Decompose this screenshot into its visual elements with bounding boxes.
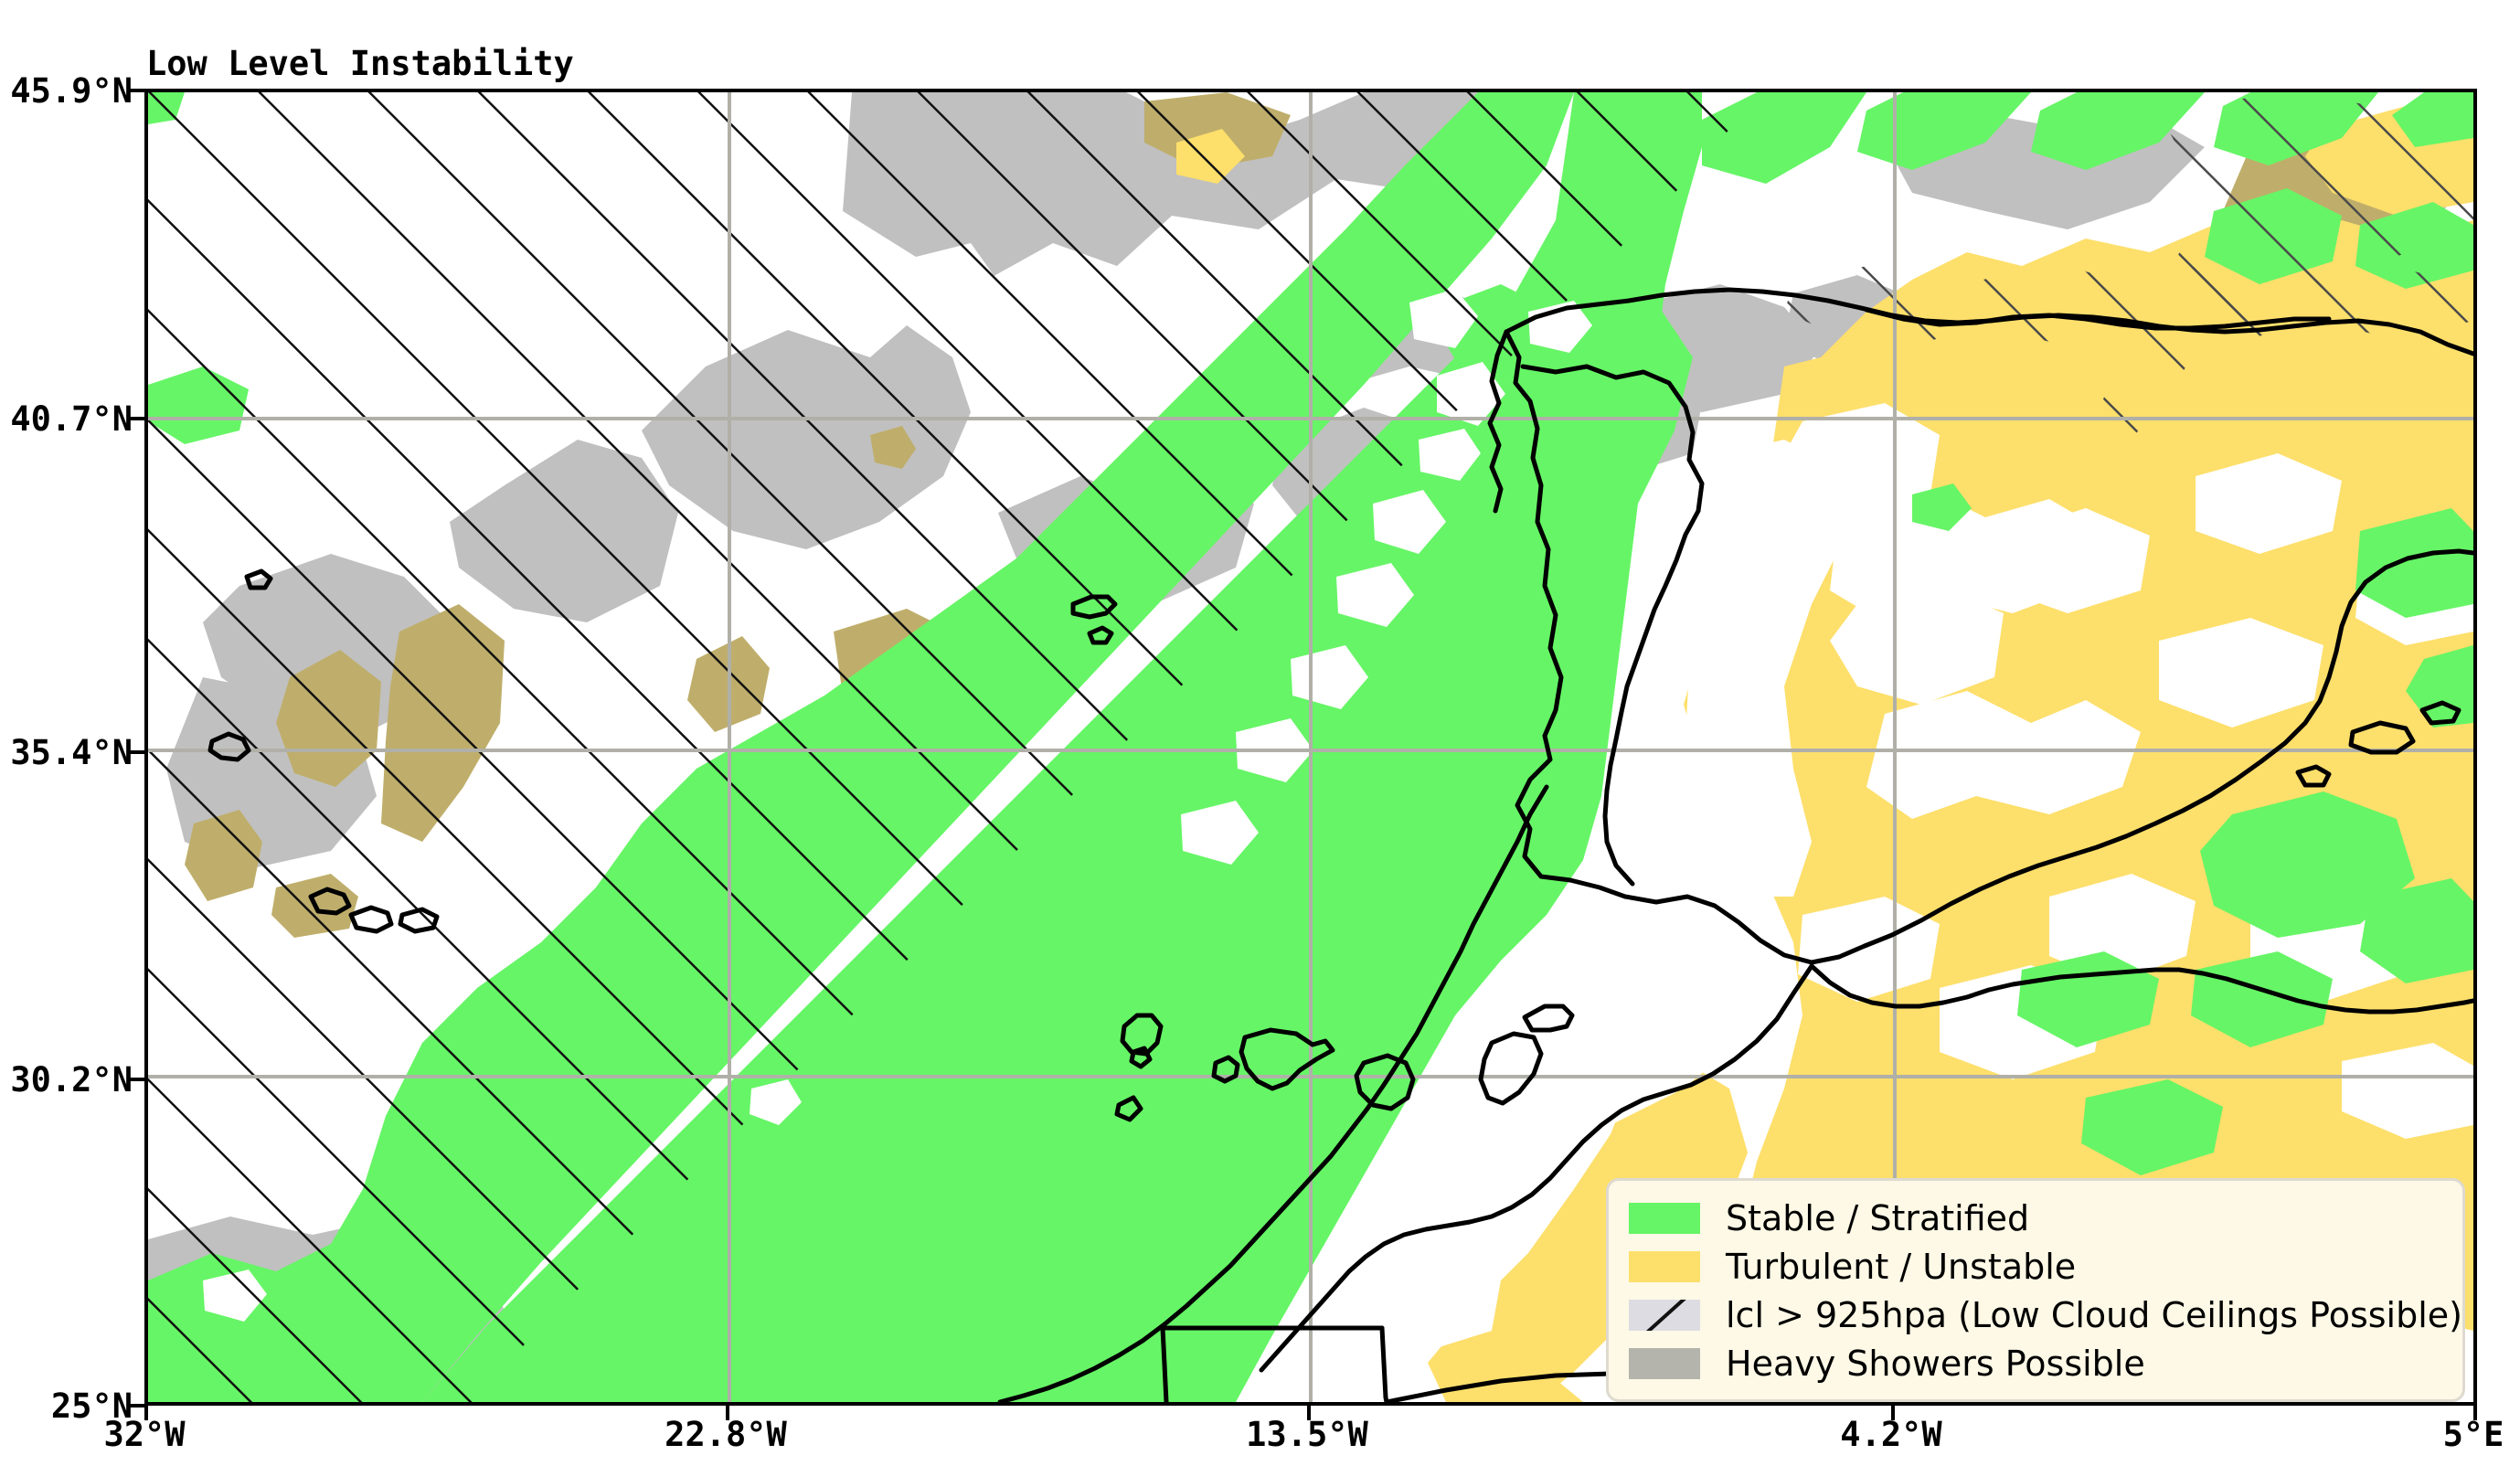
border-morocco-algeria [1259, 963, 1814, 1373]
xtick-label-13-5w: 13.5°W [1246, 1415, 1368, 1454]
header-row-top: Low Level Instability Run 2026-04-14 T 0… [0, 4, 2520, 123]
island-azores-c [308, 887, 352, 916]
legend-item-showers: Heavy Showers Possible [1629, 1339, 2446, 1387]
legend-swatch-hatch [1629, 1299, 1700, 1331]
island-la-gomera [1129, 1046, 1153, 1069]
island-lanzarote [1522, 1004, 1575, 1033]
header-row-bottom: ARPEGE 0.1º +38 hours Forecast: Wednesda… [0, 44, 2520, 204]
legend-swatch-yellow [1629, 1250, 1700, 1282]
map-legend: Stable / Stratified Turbulent / Unstable… [1606, 1178, 2465, 1402]
ytick-label-30-2n: 30.2°N [10, 1060, 133, 1100]
island-el-hierro [1114, 1095, 1143, 1122]
xtick-3 [1891, 1406, 1895, 1420]
border-western-sahara-west [1160, 1325, 1169, 1402]
legend-swatch-gray [1629, 1347, 1700, 1379]
island-azores-a [207, 731, 251, 762]
coast-galicia [1487, 329, 1509, 514]
xtick-1 [726, 1406, 729, 1420]
legend-item-turbulent: Turbulent / Unstable [1629, 1242, 2446, 1291]
island-mallorca [2348, 720, 2416, 755]
xtick-label-4-2w: 4.2°W [1840, 1415, 1942, 1454]
island-gran-canaria [1354, 1053, 1416, 1111]
island-menorca [2419, 700, 2462, 726]
island-porto-santo [1087, 625, 1114, 645]
legend-label-stable: Stable / Stratified [1726, 1197, 2030, 1238]
coast-mediterranean-spain [1862, 548, 2473, 949]
island-madeira [1070, 594, 1118, 620]
island-la-palma [1120, 1013, 1164, 1057]
chart-title: Low Level Instability [146, 44, 574, 83]
island-azores-d [348, 905, 394, 934]
legend-label-turbulent: Turbulent / Unstable [1726, 1246, 2077, 1287]
map-plot-area[interactable] [144, 89, 2477, 1406]
coast-portugal [1504, 329, 1867, 965]
coastline-layer [207, 287, 2473, 1402]
ytick-label-35-4n: 35.4°N [10, 733, 133, 772]
ytick-3 [130, 1078, 144, 1081]
border-western-sahara-east [1379, 1325, 1389, 1402]
island-fuerteventura [1478, 1031, 1544, 1106]
xtick-0 [144, 1406, 148, 1420]
weather-map-svg [148, 92, 2473, 1402]
island-tenerife [1239, 1027, 1335, 1091]
ytick-4 [130, 1404, 144, 1408]
border-france-spain [1864, 307, 2332, 331]
xtick-4 [2473, 1406, 2477, 1420]
border-portugal-spain [1520, 364, 1705, 887]
island-azores-b [244, 568, 273, 590]
ytick-label-45-9n: 45.9°N [10, 71, 133, 111]
chart-header: Low Level Instability Run 2026-04-14 T 0… [0, 0, 2520, 204]
island-azores-e [398, 907, 440, 934]
xtick-label-22-8w: 22.8°W [665, 1415, 787, 1454]
island-ibiza [2295, 764, 2332, 788]
map-layers [148, 92, 2473, 1402]
xtick-label-5e: 5°E [2442, 1415, 2504, 1454]
legend-label-lcl: lcl > 925hpa (Low Cloud Ceilings Possibl… [1726, 1294, 2462, 1335]
ytick-0 [130, 89, 144, 92]
legend-swatch-green [1629, 1202, 1700, 1234]
island-gomera-small [1211, 1055, 1240, 1084]
ytick-label-25n: 25°N [50, 1386, 133, 1426]
legend-item-lcl: lcl > 925hpa (Low Cloud Ceilings Possibl… [1629, 1291, 2462, 1339]
legend-label-showers: Heavy Showers Possible [1726, 1343, 2145, 1384]
ytick-2 [130, 750, 144, 754]
legend-item-stable: Stable / Stratified [1629, 1194, 2446, 1242]
ytick-label-40-7n: 40.7°N [10, 399, 133, 439]
coast-morocco-atlantic [997, 784, 1549, 1402]
xtick-2 [1307, 1406, 1311, 1420]
xtick-label-32w: 32°W [103, 1415, 186, 1454]
ytick-1 [130, 417, 144, 420]
coast-north-africa [1809, 963, 2473, 1015]
